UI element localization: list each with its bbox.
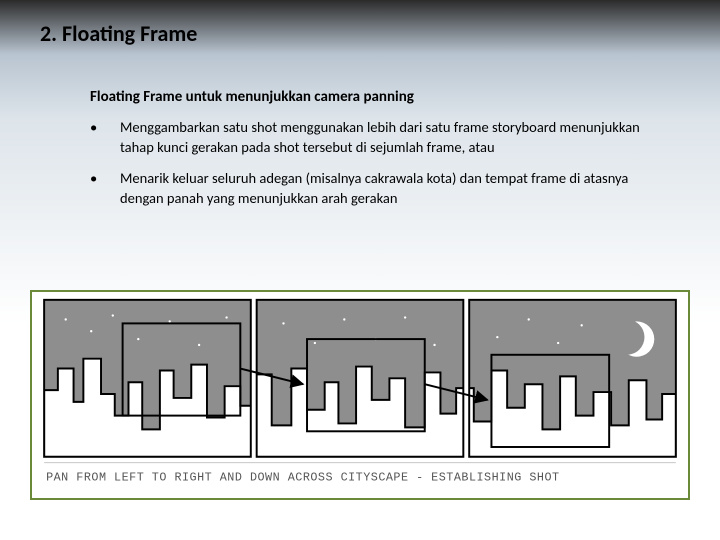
svg-text:PAN FROM LEFT TO RIGHT AND DOW: PAN FROM LEFT TO RIGHT AND DOWN ACROSS C… xyxy=(46,470,559,484)
bullet-text: Menarik keluar seluruh adegan (misalnya … xyxy=(120,169,650,208)
list-item: • Menggambarkan satu shot menggunakan le… xyxy=(90,118,650,157)
storyboard-figure: PAN FROM LEFT TO RIGHT AND DOWN ACROSS C… xyxy=(30,290,690,500)
bullet-list: • Menggambarkan satu shot menggunakan le… xyxy=(90,118,650,220)
slide: 2. Floating Frame Floating Frame untuk m… xyxy=(0,0,720,540)
bullet-marker: • xyxy=(90,118,120,157)
bullet-text: Menggambarkan satu shot menggunakan lebi… xyxy=(120,118,650,157)
cityscape-panning-diagram: PAN FROM LEFT TO RIGHT AND DOWN ACROSS C… xyxy=(32,292,688,498)
slide-heading: 2. Floating Frame xyxy=(40,20,197,47)
slide-subheading: Floating Frame untuk menunjukkan camera … xyxy=(90,88,414,106)
list-item: • Menarik keluar seluruh adegan (misalny… xyxy=(90,169,650,208)
bullet-marker: • xyxy=(90,169,120,208)
